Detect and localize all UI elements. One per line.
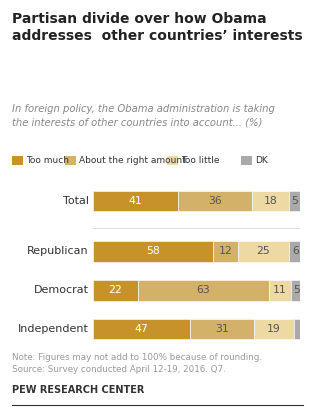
- Text: Note: Figures may not add to 100% because of rounding.
Source: Survey conducted : Note: Figures may not add to 100% becaus…: [12, 353, 262, 375]
- Text: 12: 12: [218, 246, 232, 257]
- Bar: [93, 242, 213, 262]
- Text: Too much: Too much: [26, 156, 69, 165]
- Text: 5: 5: [293, 285, 300, 295]
- Text: Total: Total: [62, 196, 89, 206]
- Text: 31: 31: [215, 324, 229, 334]
- Text: 36: 36: [208, 196, 222, 206]
- Text: 11: 11: [273, 285, 287, 295]
- Bar: [190, 319, 254, 339]
- Bar: [138, 280, 269, 301]
- Text: About the right amount: About the right amount: [79, 156, 185, 165]
- Bar: [290, 191, 300, 211]
- Text: DK: DK: [255, 156, 268, 165]
- Bar: [269, 280, 291, 301]
- Text: Independent: Independent: [18, 324, 89, 334]
- Text: 41: 41: [128, 196, 142, 206]
- Text: 18: 18: [264, 196, 277, 206]
- Bar: [93, 191, 178, 211]
- Bar: [93, 280, 138, 301]
- Bar: [178, 191, 252, 211]
- Text: PEW RESEARCH CENTER: PEW RESEARCH CENTER: [12, 385, 145, 395]
- Text: 5: 5: [291, 196, 298, 206]
- Text: Republican: Republican: [27, 246, 89, 257]
- Bar: [290, 242, 302, 262]
- Text: 63: 63: [197, 285, 210, 295]
- Bar: [93, 319, 190, 339]
- Text: 6: 6: [292, 246, 299, 257]
- Bar: [213, 242, 238, 262]
- Text: In foreign policy, the Obama administration is taking
the interests of other cou: In foreign policy, the Obama administrat…: [12, 104, 275, 127]
- Text: 47: 47: [134, 324, 148, 334]
- Text: Democrat: Democrat: [34, 285, 89, 295]
- Text: Too little: Too little: [181, 156, 219, 165]
- Text: 25: 25: [257, 246, 270, 257]
- Text: Partisan divide over how Obama
addresses  other countries’ interests: Partisan divide over how Obama addresses…: [12, 12, 303, 43]
- Bar: [294, 319, 300, 339]
- Bar: [254, 319, 294, 339]
- Text: 22: 22: [108, 285, 122, 295]
- Text: 58: 58: [146, 246, 160, 257]
- Bar: [291, 280, 302, 301]
- Bar: [238, 242, 290, 262]
- Text: 19: 19: [267, 324, 281, 334]
- Bar: [252, 191, 290, 211]
